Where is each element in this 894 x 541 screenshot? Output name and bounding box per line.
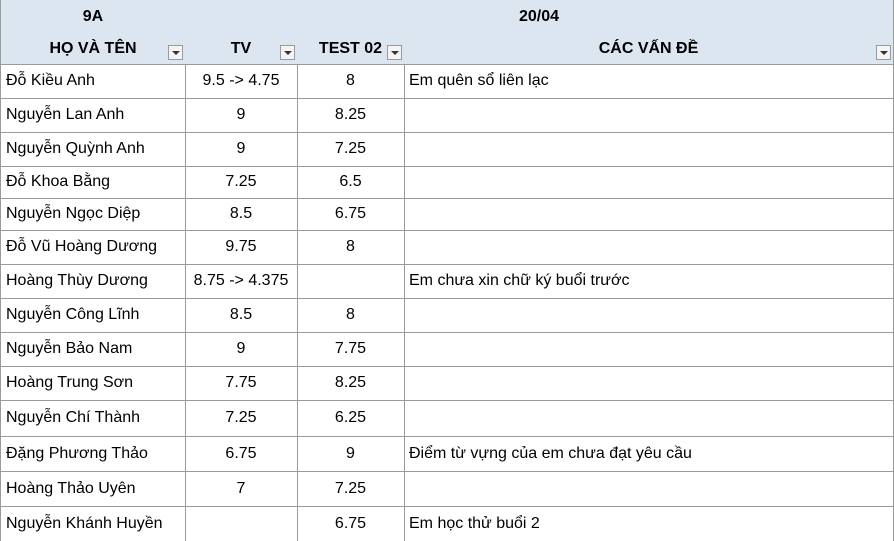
student-name: Nguyễn Ngọc Diệp [0,198,186,231]
issue-note: Điểm từ vựng của em chưa đạt yêu cầu [404,436,894,472]
issue-note [404,230,894,265]
student-name: Đặng Phương Thảo [0,436,186,472]
column-header: CÁC VẤN ĐỀ [404,33,894,65]
test-score: 8 [297,298,405,333]
tv-score: 7.25 [185,166,298,199]
student-name: Đỗ Khoa Bằng [0,166,186,199]
class-header: 9A [0,0,186,34]
test-score: 8 [297,230,405,265]
test-score: 9 [297,436,405,472]
tv-score: 9.5 -> 4.75 [185,64,298,99]
tv-score: 8.5 [185,298,298,333]
issue-note: Em học thử buổi 2 [404,506,894,541]
tv-score: 8.5 [185,198,298,231]
issue-note [404,471,894,507]
issue-note [404,366,894,401]
test-score [297,264,405,299]
issue-note: Em quên sổ liên lạc [404,64,894,99]
student-name: Nguyễn Bảo Nam [0,332,186,367]
test-score: 6.75 [297,198,405,231]
tv-score: 7.25 [185,400,298,437]
test-score: 6.5 [297,166,405,199]
tv-score: 9 [185,332,298,367]
filter-button[interactable] [168,45,183,60]
filter-button[interactable] [280,45,295,60]
issue-note [404,298,894,333]
issue-note [404,198,894,231]
column-header: TV [185,33,298,65]
issue-note [404,400,894,437]
student-name: Nguyễn Lan Anh [0,98,186,133]
issue-note [404,332,894,367]
tv-score: 6.75 [185,436,298,472]
test-score: 8.25 [297,98,405,133]
student-name: Nguyễn Chí Thành [0,400,186,437]
column-header: HỌ VÀ TÊN [0,33,186,65]
issue-note [404,98,894,133]
filter-button[interactable] [876,45,891,60]
tv-score [185,506,298,541]
tv-score: 7.75 [185,366,298,401]
test-score: 6.75 [297,506,405,541]
test-score: 6.25 [297,400,405,437]
filter-button[interactable] [387,45,402,60]
tv-score: 9 [185,132,298,167]
tv-score: 7 [185,471,298,507]
student-name: Nguyễn Quỳnh Anh [0,132,186,167]
issue-note: Em chưa xin chữ ký buổi trước [404,264,894,299]
student-name: Nguyễn Khánh Huyền [0,506,186,541]
tv-score: 9 [185,98,298,133]
test-score: 7.25 [297,132,405,167]
tv-score: 8.75 -> 4.375 [185,264,298,299]
student-name: Hoàng Trung Sơn [0,366,186,401]
test-score: 7.25 [297,471,405,507]
date-header: 20/04 [185,0,894,34]
issue-note [404,166,894,199]
student-name: Đỗ Vũ Hoàng Dương [0,230,186,265]
tv-score: 9.75 [185,230,298,265]
student-name: Hoàng Thùy Dương [0,264,186,299]
test-score: 7.75 [297,332,405,367]
student-name: Nguyễn Công Lĩnh [0,298,186,333]
test-score: 8.25 [297,366,405,401]
student-name: Hoàng Thảo Uyên [0,471,186,507]
test-score: 8 [297,64,405,99]
student-name: Đỗ Kiều Anh [0,64,186,99]
issue-note [404,132,894,167]
